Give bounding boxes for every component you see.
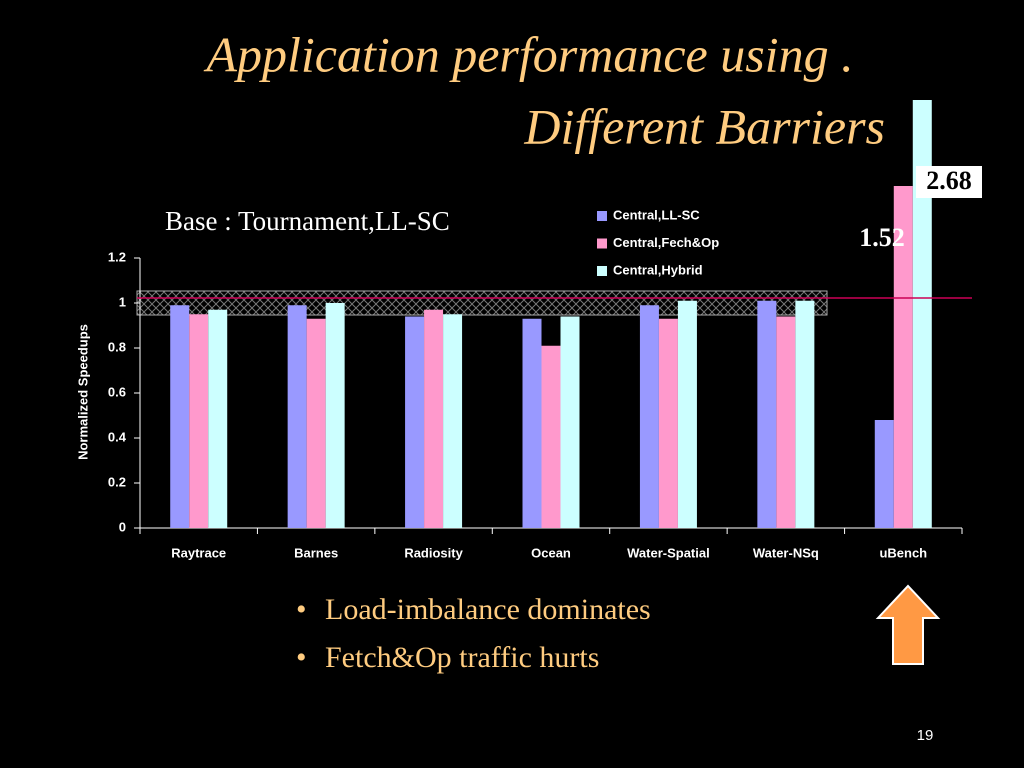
subtitle: Base : Tournament,LL-SC (165, 206, 450, 236)
x-tick-label: Radiosity (404, 545, 463, 560)
legend-swatch (597, 238, 607, 249)
bar (306, 318, 326, 528)
bar (424, 309, 444, 528)
bar (757, 300, 777, 528)
bar (287, 305, 307, 528)
bar (912, 100, 932, 528)
legend-label: Central,LL-SC (613, 207, 700, 222)
legend-swatch (597, 266, 607, 276)
bar (677, 300, 697, 528)
data-label: 1.52 (859, 223, 905, 252)
x-tick-label: Barnes (294, 545, 338, 560)
bar (658, 318, 678, 528)
bar (522, 318, 542, 528)
bar (639, 305, 659, 528)
title-line: Application performance using . (203, 26, 853, 82)
legend-swatch (597, 211, 607, 221)
y-axis-label: Normalized Speedups (75, 324, 90, 460)
bar (443, 314, 463, 528)
data-label: 2.68 (926, 166, 972, 195)
highlight-band (136, 290, 828, 316)
y-tick-label: 0.4 (108, 429, 127, 444)
bar (170, 305, 190, 528)
bar (189, 314, 209, 528)
bars (170, 100, 932, 528)
bar (795, 300, 815, 528)
bar (541, 345, 561, 528)
x-tick-label: Water-NSq (753, 545, 819, 560)
bar (325, 303, 345, 528)
x-tick-label: Water-Spatial (627, 545, 710, 560)
y-tick-label: 0.8 (108, 339, 126, 354)
legend-label: Central,Hybrid (613, 262, 703, 277)
bullet: • (296, 593, 307, 626)
legend-label: Central,Fech&Op (613, 235, 719, 250)
x-tick-label: Raytrace (171, 545, 226, 560)
page-number: 19 (917, 727, 934, 744)
bar (560, 316, 580, 528)
label-box (916, 166, 982, 198)
bullet: • (296, 641, 307, 674)
y-tick-label: 1.2 (108, 249, 126, 264)
bullet-text: Fetch&Op traffic hurts (325, 641, 599, 674)
y-tick-label: 0.6 (108, 384, 126, 399)
bar (893, 186, 913, 528)
y-tick-label: 1 (119, 294, 126, 309)
bullet-text: Load-imbalance dominates (325, 593, 651, 626)
bar (776, 316, 796, 528)
y-tick-label: 0 (119, 519, 126, 534)
y-tick-label: 0.2 (108, 474, 126, 489)
x-tick-label: uBench (879, 545, 927, 560)
title-line: Different Barriers (523, 98, 885, 154)
bar (405, 316, 425, 528)
bar (874, 420, 894, 528)
arrow (875, 584, 941, 665)
x-tick-label: Ocean (531, 545, 571, 560)
bar (208, 309, 228, 528)
